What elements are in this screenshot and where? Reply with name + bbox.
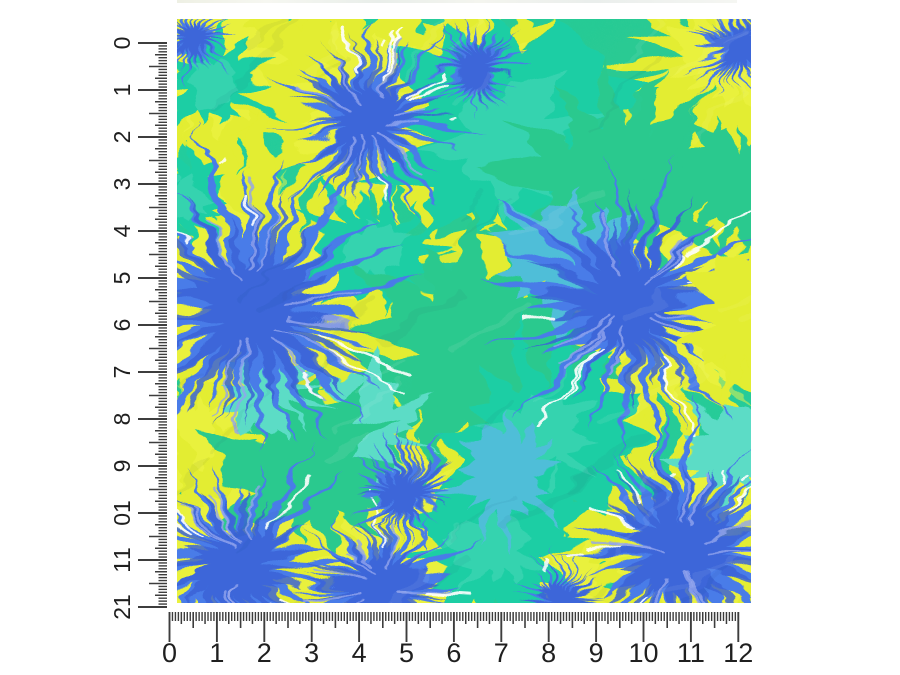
h-ruler-label: 9 — [589, 638, 604, 668]
v-ruler-label: 1 — [109, 547, 135, 560]
h-ruler-label: 3 — [304, 638, 319, 668]
v-ruler-label: 4 — [109, 224, 135, 237]
v-ruler-label: 8 — [109, 413, 135, 426]
v-ruler-label: 6 — [109, 319, 135, 332]
tie-dye-swatch-image — [177, 19, 751, 603]
h-ruler-label: 4 — [352, 638, 367, 668]
h-ruler-label: 0 — [162, 638, 177, 668]
h-ruler-label: 6 — [446, 638, 461, 668]
v-ruler-label: 2 — [109, 131, 135, 144]
v-ruler-label: 5 — [109, 272, 135, 285]
h-ruler-label: 2 — [257, 638, 272, 668]
v-ruler-label: 3 — [109, 178, 135, 191]
h-ruler-label: 8 — [541, 638, 556, 668]
v-ruler-label: 7 — [109, 366, 135, 379]
h-ruler-label: 1 — [209, 638, 224, 668]
h-ruler-label: 5 — [399, 638, 414, 668]
v-ruler-label: 1 — [109, 84, 135, 97]
h-ruler-label: 7 — [494, 638, 509, 668]
h-ruler-label: 12 — [723, 638, 753, 668]
h-ruler-label: 10 — [628, 638, 658, 668]
v-ruler-label: 1 — [109, 560, 135, 573]
v-ruler-label: 1 — [109, 500, 135, 513]
v-ruler-label: 9 — [109, 460, 135, 473]
v-ruler-label: 0 — [109, 513, 135, 526]
h-ruler-label: 11 — [677, 638, 705, 668]
tie-dye-paint-layer — [177, 19, 751, 603]
horizontal-ruler: 0 1 2 3 4 5 6 7 8 9 10 11 12 — [162, 612, 753, 668]
v-ruler-label: 0 — [109, 37, 135, 50]
v-ruler-label: 2 — [109, 607, 135, 620]
adjacent-image-edge — [177, 0, 737, 3]
v-ruler-label: 1 — [109, 594, 135, 607]
